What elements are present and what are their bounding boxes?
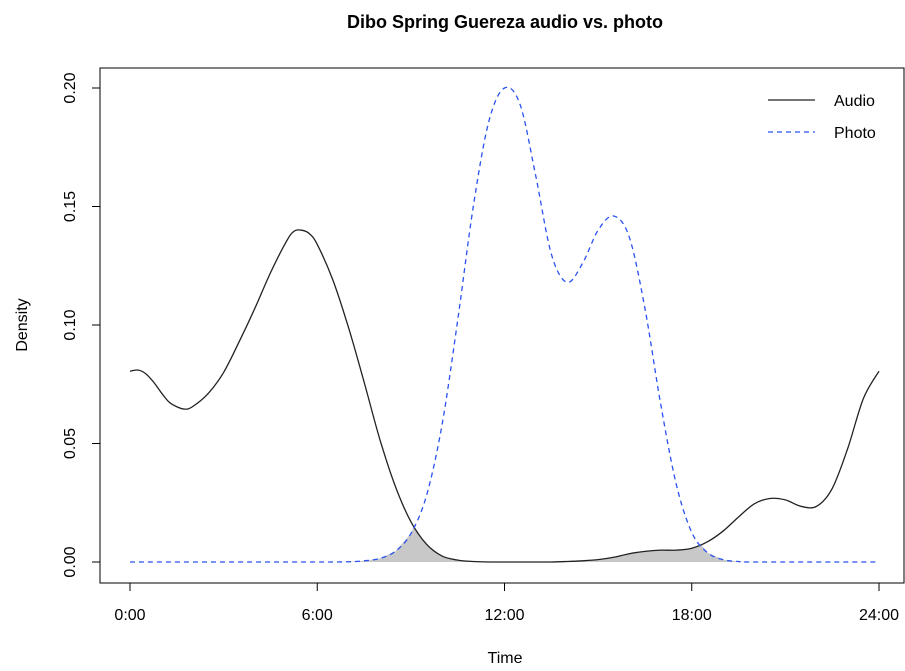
chart-title: Dibo Spring Guereza audio vs. photo bbox=[347, 12, 663, 32]
legend: Audio Photo bbox=[768, 93, 876, 142]
y-axis-label: Density bbox=[14, 298, 31, 351]
y-tick-label: 0.05 bbox=[62, 428, 79, 459]
x-tick-label: 18:00 bbox=[672, 607, 712, 624]
x-tick-label: 12:00 bbox=[484, 607, 524, 624]
y-tick-label: 0.10 bbox=[62, 309, 79, 340]
overlap-area bbox=[130, 526, 879, 562]
y-tick-label: 0.00 bbox=[62, 546, 79, 577]
legend-audio-label: Audio bbox=[834, 93, 875, 110]
audio-density-line bbox=[129, 229, 880, 563]
x-tick-label: 6:00 bbox=[302, 607, 333, 624]
x-axis: 0:00 6:00 12:00 18:00 24:00 bbox=[114, 582, 899, 624]
y-axis: 0.00 0.05 0.10 0.15 0.20 bbox=[62, 72, 101, 578]
plot-area bbox=[129, 86, 880, 563]
photo-density-line bbox=[130, 86, 879, 563]
plot-frame bbox=[99, 67, 905, 584]
x-tick-label: 0:00 bbox=[114, 607, 145, 624]
x-tick-label: 24:00 bbox=[859, 607, 899, 624]
y-tick-label: 0.15 bbox=[62, 191, 79, 222]
legend-photo-label: Photo bbox=[834, 125, 876, 142]
y-tick-label: 0.20 bbox=[62, 72, 79, 103]
x-axis-label: Time bbox=[488, 650, 523, 667]
